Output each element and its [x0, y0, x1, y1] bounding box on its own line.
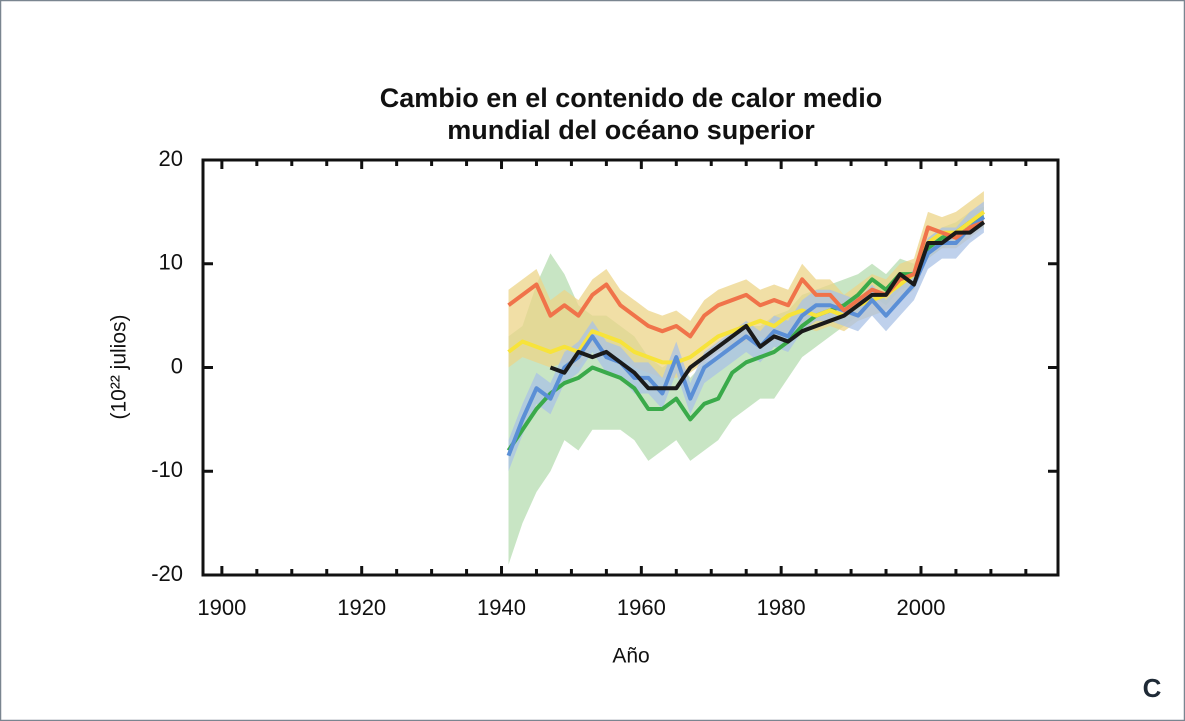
x-tick-label: 1960	[617, 595, 666, 620]
y-tick-label: -20	[151, 561, 183, 586]
x-tick-label: 1920	[337, 595, 386, 620]
y-tick-label: 20	[159, 146, 183, 171]
series-line	[549, 220, 986, 391]
panel-label: C	[1143, 673, 1162, 703]
x-tick-label: 2000	[896, 595, 945, 620]
series-line	[506, 215, 986, 457]
y-tick-label: -10	[151, 457, 183, 482]
y-tick-label: 0	[171, 353, 183, 378]
chart-title: Cambio en el contenido de calor medio	[380, 83, 883, 113]
series-line	[506, 215, 985, 452]
uncertainty-band	[508, 191, 984, 378]
chart-title: mundial del océano superior	[447, 115, 815, 145]
y-tick-label: 10	[159, 250, 183, 275]
y-axis-label: (10²² julios)	[108, 314, 131, 419]
x-tick-label: 1980	[757, 595, 806, 620]
x-tick-label: 1940	[477, 595, 526, 620]
x-tick-label: 1900	[197, 595, 246, 620]
x-axis-label: Año	[612, 645, 649, 668]
